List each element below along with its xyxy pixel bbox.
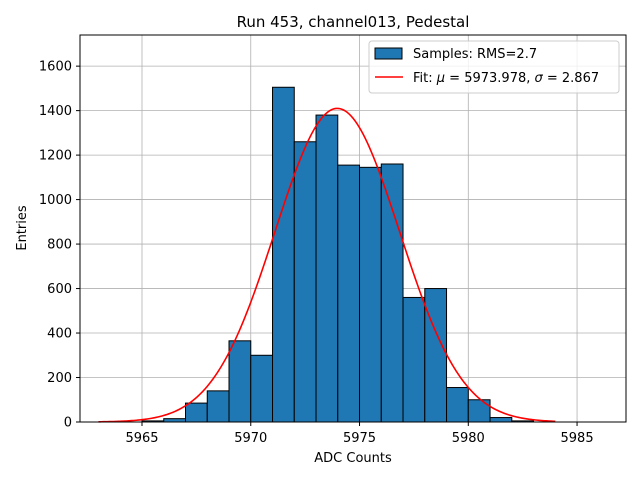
y-tick-label: 1400 (39, 104, 72, 119)
histogram-bar (206, 390, 230, 423)
histogram-bar (250, 354, 274, 423)
histogram-bar (163, 418, 187, 423)
histogram-bar (185, 402, 208, 423)
histogram-bar (293, 141, 317, 423)
histogram-bar (380, 163, 404, 423)
histogram-bar (359, 166, 382, 423)
legend-box (368, 40, 620, 94)
y-tick-label: 1000 (39, 193, 72, 208)
y-tick-label: 200 (47, 371, 72, 386)
histogram-bar (315, 114, 339, 423)
histogram-bar (489, 417, 513, 423)
gaussian-fit-curve (98, 107, 556, 423)
x-tick-label: 5980 (452, 431, 485, 446)
x-tick-label: 5970 (234, 431, 267, 446)
x-tick-label: 5985 (561, 431, 594, 446)
legend-samples-swatch (374, 47, 403, 60)
x-tick-label: 5975 (343, 431, 376, 446)
x-axis-ticks: 5965 5970 5975 5980 5985 (125, 422, 594, 446)
legend-samples-label: Samples: RMS=2.7 (413, 47, 537, 62)
chart-title: Run 453, channel013, Pedestal (237, 13, 470, 31)
y-tick-label: 600 (47, 282, 72, 297)
y-tick-label: 800 (47, 238, 72, 253)
histogram-bar (272, 86, 295, 423)
legend-fit-label: Fit: μ = 5973.978, σ = 2.867 (413, 71, 599, 86)
histogram-bar (402, 296, 426, 423)
y-tick-label: 1200 (39, 149, 72, 164)
histogram-bar (424, 288, 448, 423)
legend: Samples: RMS=2.7 Fit: μ = 5973.978, σ = … (368, 40, 620, 94)
y-tick-label: 1600 (39, 60, 72, 75)
y-axis-ticks: 0 200 400 600 800 1000 1200 1400 1600 (39, 60, 80, 431)
x-axis-label: ADC Counts (314, 451, 392, 466)
plot-frame (79, 34, 627, 423)
histogram-bar (228, 340, 252, 423)
histogram-bar (467, 399, 491, 423)
y-axis-label: Entries (15, 205, 30, 251)
x-tick-label: 5965 (125, 431, 158, 446)
y-tick-label: 0 (64, 416, 72, 431)
histogram-bar (446, 387, 469, 423)
histogram-bar (337, 164, 361, 423)
y-tick-label: 400 (47, 327, 72, 342)
histogram-bars (141, 86, 535, 423)
